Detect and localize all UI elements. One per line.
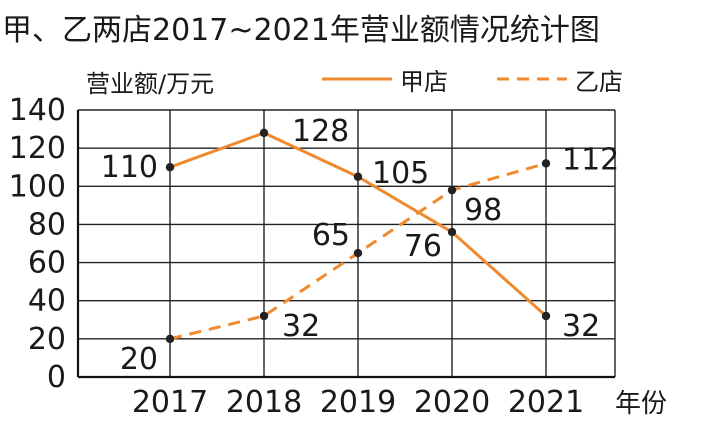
legend: 甲店 乙店: [322, 68, 623, 96]
x-tick-label-2020: 2020: [414, 385, 490, 420]
x-tick-label-2018: 2018: [226, 385, 302, 420]
grid: [76, 109, 616, 379]
x-tick-label-2019: 2019: [320, 385, 396, 420]
legend-label-jia: 甲店: [400, 68, 448, 96]
data-labels: 110 128 105 76 32 20 32 65 98 112: [101, 114, 620, 377]
y-tick-label-100: 100: [9, 169, 66, 204]
y-tick-label-120: 120: [9, 131, 66, 166]
data-label-0-2018: 128: [292, 114, 349, 149]
data-label-0-2017: 110: [101, 150, 158, 185]
y-tick-label-40: 40: [28, 284, 66, 319]
data-point-0-2017: [165, 163, 175, 172]
chart-title: 甲、乙两店2017~2021年营业额情况统计图: [2, 13, 600, 48]
y-tick-label-60: 60: [28, 246, 66, 281]
y-tick-label-0: 0: [47, 360, 66, 395]
data-point-1-2017: [165, 334, 175, 344]
data-point-1-2018: [259, 311, 269, 321]
data-label-1-2021: 112: [562, 142, 619, 177]
data-label-1-2018: 32: [282, 309, 320, 344]
x-axis-label: 年份: [615, 389, 667, 419]
data-point-1-2021: [541, 159, 551, 168]
y-tick-label-80: 80: [28, 207, 66, 242]
y-tick-label-20: 20: [28, 322, 66, 357]
x-ticks: 2017 2018 2019 2020 2021: [132, 385, 584, 420]
x-tick-label-2017: 2017: [132, 385, 208, 420]
data-point-0-2018: [259, 128, 269, 138]
data-point-1-2020: [447, 185, 457, 195]
series: [165, 128, 551, 344]
data-label-0-2021: 32: [562, 309, 600, 344]
data-label-1-2017: 20: [120, 342, 158, 377]
data-point-1-2019: [353, 248, 363, 258]
x-tick-label-2021: 2021: [508, 385, 584, 420]
data-label-1-2020: 98: [464, 193, 502, 228]
y-axis-label: 营业额/万元: [86, 70, 214, 98]
data-label-0-2019: 105: [372, 156, 429, 191]
data-label-0-2020: 76: [404, 229, 442, 264]
data-label-1-2019: 65: [312, 218, 350, 253]
data-point-0-2020: [447, 227, 457, 237]
data-point-0-2019: [353, 172, 363, 181]
y-tick-label-140: 140: [9, 93, 66, 128]
data-point-0-2021: [541, 311, 551, 321]
legend-label-yi: 乙店: [575, 68, 623, 96]
